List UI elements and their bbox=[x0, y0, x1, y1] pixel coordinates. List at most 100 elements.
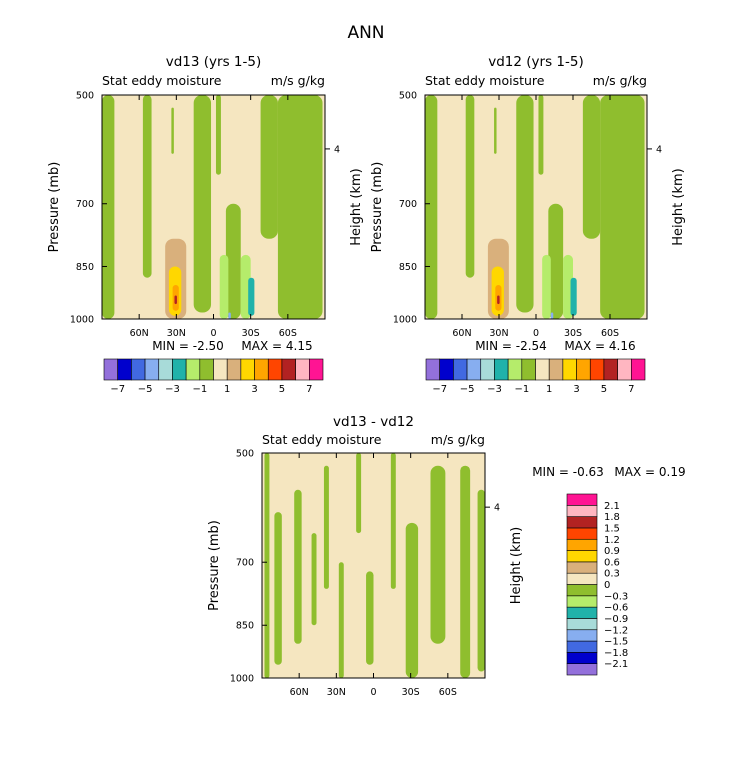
legend-swatch bbox=[566, 527, 598, 540]
x-tick-label: 0 bbox=[210, 328, 216, 339]
y-tick-label: 850 bbox=[236, 621, 254, 632]
legend-label: −3 bbox=[165, 384, 180, 395]
field-region bbox=[174, 295, 177, 305]
field-region bbox=[430, 465, 446, 644]
panel-subtitle-field: Stat eddy moisture bbox=[425, 73, 545, 88]
figure-title: ANN bbox=[347, 23, 384, 43]
y2-tick-label: 4 bbox=[494, 503, 500, 514]
legend-swatch bbox=[199, 358, 214, 381]
legend-swatch bbox=[589, 358, 605, 381]
legend-swatch bbox=[566, 561, 598, 574]
y-tick-label: 700 bbox=[236, 558, 254, 569]
y-tick-label: 700 bbox=[399, 199, 417, 210]
panel-diff: vd13 - vd12 Stat eddy moisture m/s g/kg 60N… bbox=[207, 414, 686, 698]
legend-label: 1.5 bbox=[604, 523, 620, 534]
legend-swatch bbox=[566, 652, 598, 664]
legend-label: −7 bbox=[432, 384, 447, 395]
legend-label: 5 bbox=[279, 384, 285, 395]
field-region bbox=[390, 453, 396, 589]
field-region bbox=[142, 95, 152, 278]
x-tick-label: 60S bbox=[601, 328, 619, 339]
field-region bbox=[219, 254, 229, 319]
legend-label: −1 bbox=[192, 384, 207, 395]
x-tick-label: 0 bbox=[533, 328, 539, 339]
field-region bbox=[294, 489, 302, 644]
legend-swatch bbox=[117, 358, 132, 381]
legend-swatch bbox=[566, 516, 598, 529]
legend-swatch bbox=[425, 358, 440, 381]
panel-subtitle-field: Stat eddy moisture bbox=[262, 432, 382, 447]
panel-subtitle-units: m/s g/kg bbox=[431, 432, 485, 447]
field-region bbox=[600, 95, 645, 319]
legend-label: 1.2 bbox=[604, 535, 620, 546]
x-tick-label: 30S bbox=[402, 687, 420, 698]
field-region bbox=[570, 277, 577, 316]
x-tick-label: 60N bbox=[452, 328, 471, 339]
legend-swatch bbox=[267, 358, 283, 381]
legend-swatch bbox=[548, 358, 564, 381]
legend-label: −1 bbox=[514, 384, 529, 395]
legend-swatch bbox=[226, 358, 242, 381]
x-tick-label: 60N bbox=[290, 687, 309, 698]
legend-swatch bbox=[507, 358, 523, 381]
y-tick-label: 850 bbox=[399, 262, 417, 273]
panel-title: vd12 (yrs 1-5) bbox=[488, 54, 583, 70]
field-region bbox=[264, 453, 270, 678]
legend-label: −0.6 bbox=[604, 603, 628, 614]
legend-label: 7 bbox=[306, 384, 312, 395]
legend-label: 1 bbox=[224, 384, 230, 395]
field-region bbox=[338, 562, 344, 678]
field-region bbox=[425, 95, 438, 319]
field-region bbox=[366, 571, 374, 665]
legend-swatch bbox=[566, 505, 598, 517]
legend-label: −1.2 bbox=[604, 625, 628, 636]
x-tick-label: 30S bbox=[564, 328, 582, 339]
field-region bbox=[405, 522, 419, 678]
panel-subtitle-units: m/s g/kg bbox=[593, 73, 647, 88]
y-tick-label: 500 bbox=[76, 91, 94, 102]
field-region bbox=[277, 95, 323, 319]
field-region bbox=[550, 312, 554, 319]
y-tick-label: 850 bbox=[76, 262, 94, 273]
legend-swatch bbox=[466, 358, 482, 381]
field-region bbox=[356, 453, 362, 534]
legend-swatch bbox=[562, 358, 577, 381]
legend-swatch bbox=[158, 358, 173, 381]
panel-title: vd13 (yrs 1-5) bbox=[166, 54, 261, 70]
field-region bbox=[548, 203, 564, 319]
y-tick-label: 700 bbox=[76, 199, 94, 210]
legend-label: −2.1 bbox=[604, 659, 628, 670]
legend-swatch bbox=[144, 358, 160, 381]
y-tick-label: 500 bbox=[399, 91, 417, 102]
x-tick-label: 60S bbox=[279, 328, 297, 339]
field-region bbox=[494, 107, 497, 154]
y2-tick-label: 4 bbox=[656, 144, 662, 155]
field-region bbox=[193, 95, 212, 313]
legend-label: 1 bbox=[546, 384, 552, 395]
legend-swatch bbox=[185, 358, 201, 381]
min-label: MIN = -2.50 bbox=[152, 339, 224, 353]
legend-swatch bbox=[172, 358, 187, 381]
min-label: MIN = -2.54 bbox=[475, 339, 547, 353]
x-tick-label: 30N bbox=[489, 328, 508, 339]
y-axis-label: Pressure (mb) bbox=[47, 162, 62, 253]
legend-swatch bbox=[566, 538, 598, 551]
x-tick-label: 60N bbox=[130, 328, 149, 339]
legend-swatch bbox=[566, 493, 598, 506]
y2-axis-label: Height (km) bbox=[671, 168, 686, 245]
y-axis-label: Pressure (mb) bbox=[370, 162, 385, 253]
y-tick-label: 500 bbox=[236, 449, 254, 460]
legend-label: 0 bbox=[604, 580, 610, 591]
legend-swatch bbox=[535, 358, 550, 381]
legend-label: 1.8 bbox=[604, 512, 620, 523]
field-region bbox=[228, 312, 231, 319]
legend-swatch bbox=[480, 358, 495, 381]
field-region bbox=[582, 95, 601, 239]
panel-vd13: vd13 (yrs 1-5) Stat eddy moisture m/s g/kg… bbox=[47, 54, 364, 395]
legend-label: −5 bbox=[138, 384, 153, 395]
legend-label: −1.8 bbox=[604, 648, 628, 659]
legend-label: 5 bbox=[601, 384, 607, 395]
field-region bbox=[225, 203, 241, 319]
legend-swatch bbox=[566, 629, 598, 642]
